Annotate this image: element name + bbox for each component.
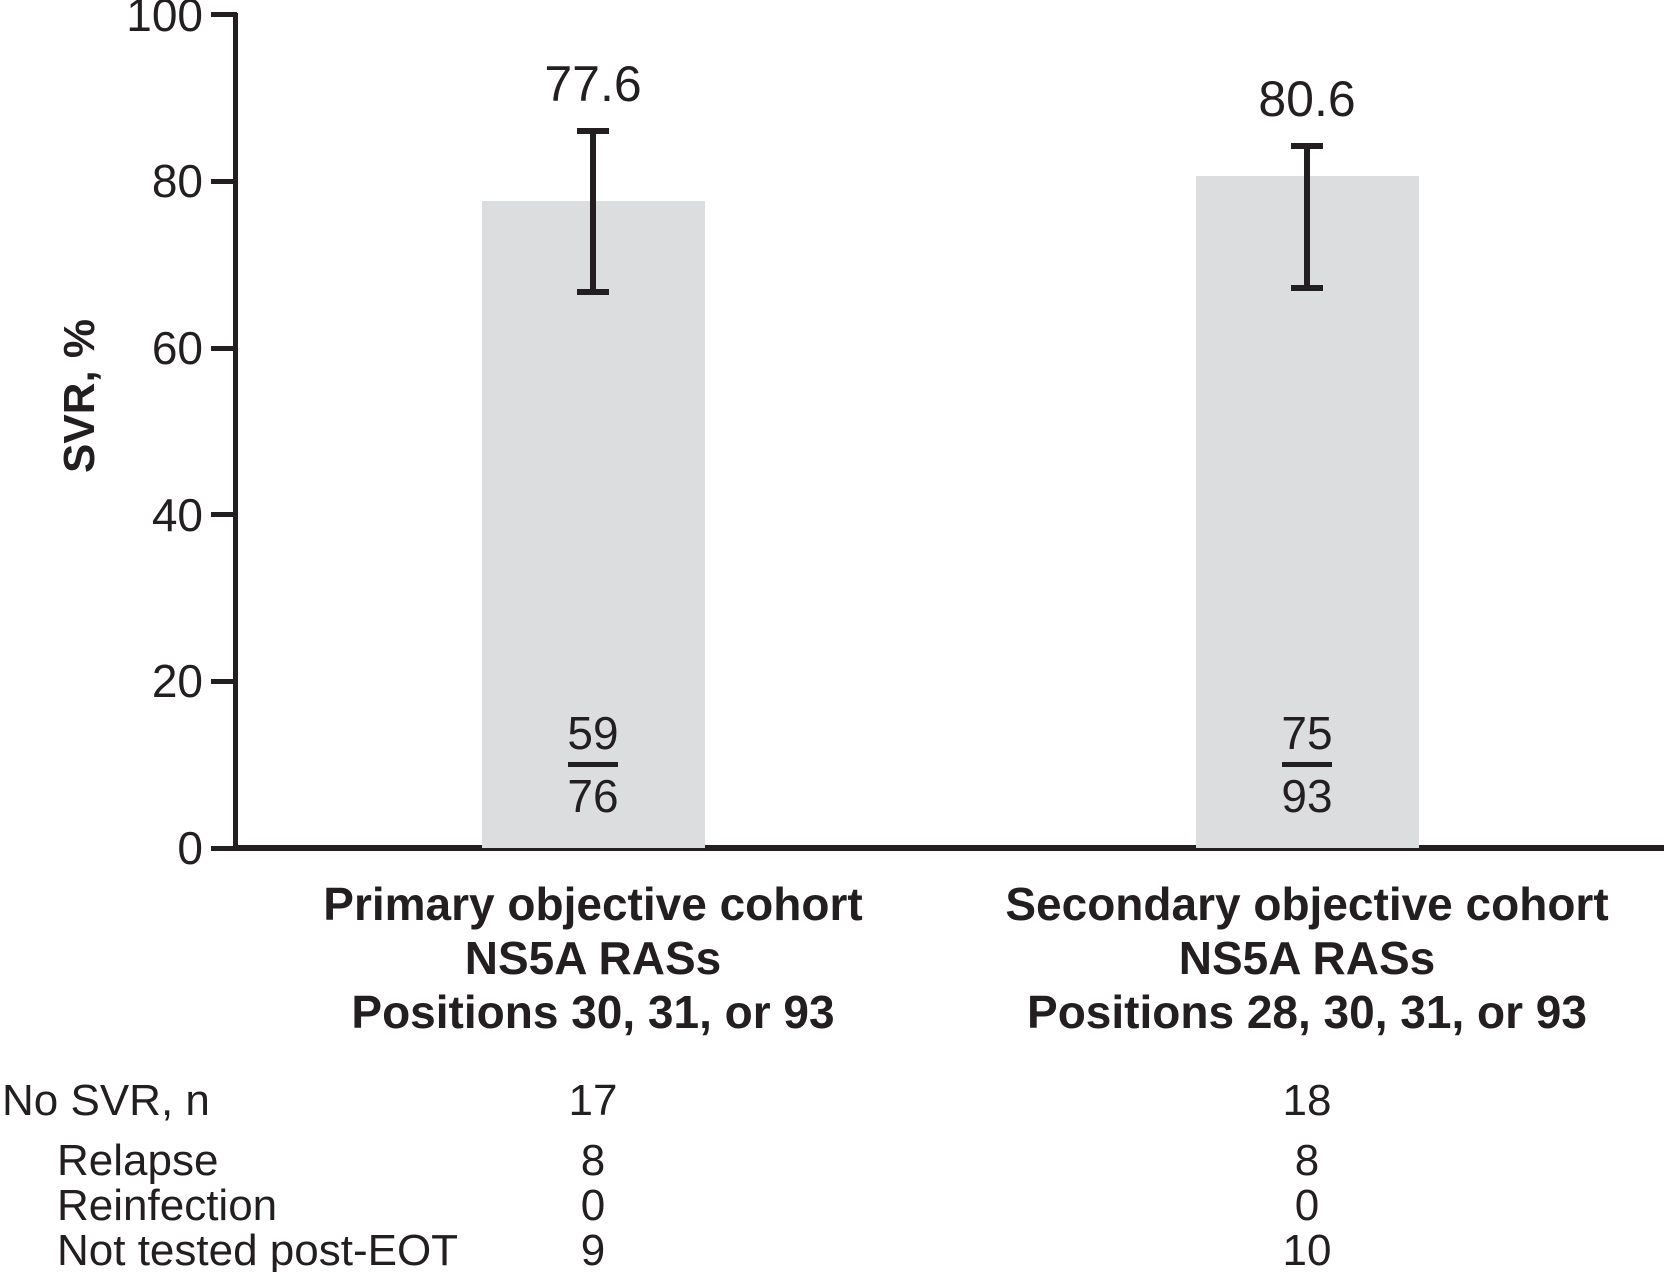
- table-cell-value: 0: [580, 1181, 606, 1230]
- x-category-label-line: Secondary objective cohort: [1005, 878, 1609, 930]
- y-axis-tick: [211, 512, 237, 518]
- bar-fraction: 75 93: [1207, 706, 1407, 823]
- bar-value-label: 80.6: [1258, 71, 1356, 128]
- error-bar-cap-top: [577, 128, 609, 135]
- table-cell-value: 8: [1294, 1136, 1320, 1185]
- table-cell-value: 9: [580, 1226, 606, 1272]
- table-cell-value: 18: [1282, 1076, 1332, 1125]
- bar-fraction: 59 76: [493, 706, 693, 823]
- x-category-label-line: NS5A RASs: [1178, 932, 1436, 984]
- x-category-label: Primary objective cohort NS5A RASs Positio…: [193, 877, 993, 1039]
- x-category-label-line: Positions 30, 31, or 93: [351, 986, 835, 1038]
- y-axis-line: [233, 13, 238, 848]
- y-axis-tick-label: 60: [151, 322, 203, 375]
- table-row-label: Reinfection: [57, 1181, 278, 1230]
- y-axis-tick: [211, 845, 237, 851]
- y-axis-tick-label: 100: [126, 0, 203, 41]
- bar-fraction-line: [1282, 762, 1332, 767]
- error-bar: [1304, 146, 1310, 289]
- bar-fraction-numerator: 59: [567, 707, 619, 759]
- y-axis-tick: [211, 12, 237, 18]
- table-cell-value: 17: [568, 1076, 618, 1125]
- table-cell-value: 10: [1282, 1226, 1332, 1272]
- bar-value-label: 77.6: [544, 56, 642, 113]
- bar: [481, 201, 705, 848]
- table-cell-value: 0: [1294, 1181, 1320, 1230]
- table-row-label: Relapse: [57, 1136, 219, 1185]
- bar-fraction-line: [568, 762, 618, 767]
- x-category-label-line: Positions 28, 30, 31, or 93: [1027, 986, 1587, 1038]
- error-bar-cap-bottom: [1291, 285, 1323, 292]
- y-axis-tick: [211, 678, 237, 684]
- y-axis-tick-label: 0: [177, 822, 203, 874]
- x-axis-line: [233, 845, 1664, 851]
- error-bar: [590, 131, 596, 293]
- y-axis-tick: [211, 178, 237, 184]
- bar-fraction-denominator: 76: [567, 770, 619, 822]
- y-axis-tick-label: 80: [151, 155, 203, 208]
- table-row-label: No SVR, n: [2, 1076, 210, 1125]
- x-category-label: Secondary objective cohort NS5A RASs Posit…: [907, 877, 1664, 1039]
- y-axis-tick-label: 20: [151, 655, 203, 708]
- y-axis-tick-label: 40: [151, 488, 203, 541]
- error-bar-cap-bottom: [577, 289, 609, 296]
- x-category-label-line: NS5A RASs: [464, 932, 722, 984]
- table-cell-value: 8: [580, 1136, 606, 1185]
- bar-fraction-denominator: 93: [1281, 770, 1333, 822]
- bar-fraction-numerator: 75: [1281, 707, 1333, 759]
- error-bar-cap-top: [1291, 143, 1323, 150]
- x-category-label-line: Primary objective cohort: [323, 878, 863, 930]
- y-axis-tick: [211, 345, 237, 351]
- table-row-label: Not tested post-EOT: [57, 1226, 459, 1272]
